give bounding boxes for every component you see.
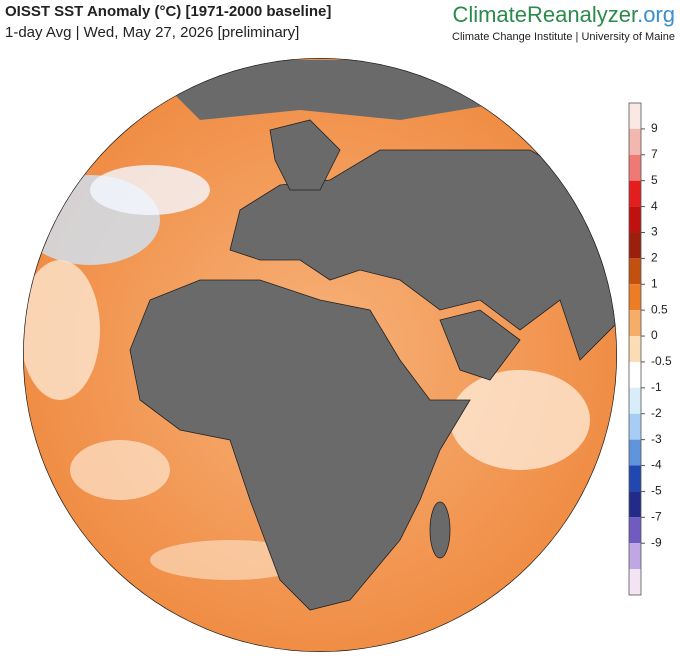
colorbar-tick-label: -2 (651, 406, 662, 420)
colorbar-tick-label: -0.5 (651, 354, 672, 368)
colorbar-segment (629, 128, 641, 155)
brand-subtitle: Climate Change Institute | University of… (452, 31, 675, 43)
colorbar-segment (629, 387, 641, 414)
brand-suffix: .org (637, 2, 675, 27)
globe (23, 58, 617, 652)
colorbar-segment (629, 258, 641, 285)
colorbar-tick-label: 5 (651, 173, 658, 187)
colorbar-tick-label: 7 (651, 147, 658, 161)
brand-main: ClimateReanalyzer (452, 2, 638, 27)
colorbar-segment (629, 465, 641, 492)
colorbar-segment (629, 569, 641, 595)
colorbar-segment (629, 361, 641, 388)
colorbar: 9 7 5 4 3 2 1 0.5 0 -0.5 -1 -2 -3 -4 -5 -7 -9 (628, 102, 672, 596)
brand: ClimateReanalyzer.org (452, 2, 675, 27)
colorbar-tick-label: -7 (651, 509, 662, 523)
colorbar-tick-label: -9 (651, 535, 662, 549)
colorbar-segment (629, 336, 641, 362)
colorbar-segment (629, 206, 641, 233)
colorbar-segment (629, 180, 641, 207)
colorbar-segment (629, 103, 641, 129)
colorbar-tick-label: 1 (651, 276, 658, 290)
colorbar-tick-label: 9 (651, 121, 658, 135)
colorbar-segment (629, 232, 641, 259)
colorbar-segment (629, 517, 641, 544)
colorbar-tick-label: -4 (651, 458, 662, 472)
colorbar-segment (629, 413, 641, 440)
colorbar-tick-label: 4 (651, 199, 658, 213)
colorbar-tick-label: 2 (651, 251, 658, 265)
colorbar-tick-label: 0 (651, 328, 658, 342)
colorbar-tick-label: -5 (651, 484, 662, 498)
colorbar-tick-label: -3 (651, 432, 662, 446)
colorbar-segment (629, 310, 641, 337)
colorbar-tick-label: 0.5 (651, 302, 668, 316)
colorbar-segment (629, 154, 641, 181)
colorbar-frame (628, 102, 642, 596)
colorbar-segment (629, 491, 641, 518)
colorbar-tick-label: -1 (651, 380, 662, 394)
subtitle: 1-day Avg | Wed, May 27, 2026 [prelimina… (5, 24, 299, 41)
colorbar-tick-label: 3 (651, 225, 658, 239)
title: OISST SST Anomaly (°C) [1971-2000 baseli… (5, 3, 331, 20)
colorbar-segment (629, 439, 641, 466)
colorbar-segment (629, 543, 641, 570)
colorbar-segment (629, 284, 641, 311)
